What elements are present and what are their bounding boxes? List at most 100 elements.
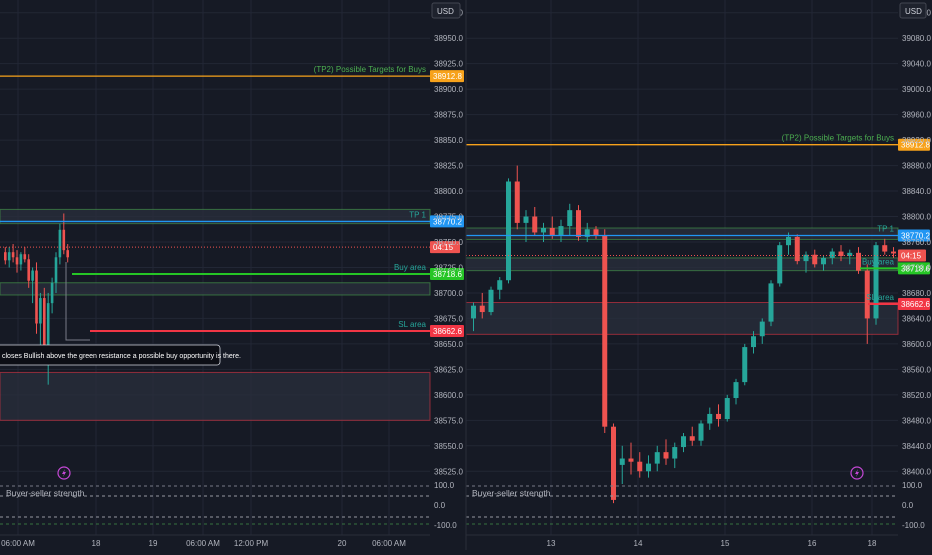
annotation-pointer xyxy=(65,262,90,341)
candle-body xyxy=(23,254,27,260)
price-tick-label: 38600.0 xyxy=(434,391,463,400)
indicator-tick-label: -100.0 xyxy=(434,521,457,530)
tp2-price-badge-text: 38912.8 xyxy=(901,141,930,150)
candle-body xyxy=(19,254,23,265)
candle-body xyxy=(733,382,739,399)
candle-body xyxy=(35,270,38,324)
tp2-label: (TP2) Possible Targets for Buys xyxy=(782,134,894,143)
candle-body xyxy=(751,336,756,348)
price-tick-label: 38825.0 xyxy=(434,162,463,171)
candle-body xyxy=(558,226,564,236)
candle-body xyxy=(707,413,713,424)
price-tick-label: 38920.0 xyxy=(902,136,931,145)
candle-body xyxy=(891,251,896,254)
time-tick-label: 20 xyxy=(338,539,347,548)
countdown-badge xyxy=(430,241,460,254)
price-tick-label: 38625.0 xyxy=(434,365,463,374)
price-tick-label: 38525.0 xyxy=(434,467,463,476)
zone-0 xyxy=(465,227,899,240)
lightning-bolt-shape xyxy=(62,469,66,477)
price-tick-label: 38775.0 xyxy=(434,213,463,222)
buy-price-badge-text: 38718.6 xyxy=(433,270,462,279)
candle-body xyxy=(7,252,11,261)
time-tick-label: 12:00 PM xyxy=(234,539,269,548)
price-tick-label: 38850.0 xyxy=(434,136,463,145)
currency-button[interactable] xyxy=(431,2,461,19)
candle-body xyxy=(532,216,538,233)
panel-right: (TP2) Possible Targets for Buys 38912.8 TP… xyxy=(465,0,931,548)
zone-2 xyxy=(0,371,431,421)
candle-body xyxy=(15,257,19,265)
candle-body xyxy=(541,227,546,233)
price-tick-label: 38560.0 xyxy=(902,365,931,374)
sl-label: SL area xyxy=(398,320,426,329)
indicator-tick-label: 100.0 xyxy=(434,481,455,490)
annotation-box xyxy=(0,344,221,366)
price-tick-label: 38900.0 xyxy=(434,85,463,94)
candle-body xyxy=(27,259,30,281)
sl-label: SL area xyxy=(866,293,894,302)
candle-body xyxy=(611,426,616,500)
candle-body xyxy=(471,305,476,319)
annotation-text: closes Bullish above the green resistanc… xyxy=(2,353,241,360)
tp2-price-badge-text: 38912.8 xyxy=(433,72,462,81)
buy-price-badge-text: 38718.6 xyxy=(901,264,930,273)
candle-body xyxy=(567,210,573,227)
buy-price-badge xyxy=(898,262,930,275)
sl-price-badge xyxy=(430,325,464,338)
candle-body xyxy=(66,250,69,258)
currency-button-label: USD xyxy=(437,7,454,16)
price-tick-label: 38875.0 xyxy=(434,111,463,120)
price-tick-label: 38880.0 xyxy=(902,162,931,171)
candle-body xyxy=(821,257,826,265)
price-tick-label: 38675.0 xyxy=(434,314,463,323)
price-tick-label: 38840.0 xyxy=(902,187,931,196)
candle-body xyxy=(497,280,503,290)
price-tick-label: 38725.0 xyxy=(434,263,463,272)
price-tick-label: 38650.0 xyxy=(434,340,463,349)
indicator-tick-label: -100.0 xyxy=(902,521,925,530)
price-tick-label: 38680.0 xyxy=(902,289,931,298)
currency-button[interactable] xyxy=(899,2,927,19)
indicator-title: Buyer-seller strength xyxy=(6,488,85,498)
tp1-price-badge-text: 38770.2 xyxy=(901,232,930,241)
indicator-title: Buyer-seller strength xyxy=(472,488,551,498)
candle-body xyxy=(46,303,50,355)
candle-body xyxy=(549,227,555,236)
price-tick-label: 38960.0 xyxy=(902,111,931,120)
indicator-tick-label: 100.0 xyxy=(902,481,923,490)
tp2-price-badge xyxy=(898,138,930,151)
candle-body xyxy=(514,181,520,223)
price-tick-label: 38575.0 xyxy=(434,416,463,425)
price-tick-label: 38700.0 xyxy=(434,289,463,298)
time-tick-label: 06:00 AM xyxy=(1,539,35,548)
candle-body xyxy=(50,282,54,304)
price-tick-label: 38800.0 xyxy=(902,213,931,222)
candle-body xyxy=(689,436,695,441)
candle-body xyxy=(864,270,870,319)
candle-body xyxy=(584,229,590,237)
price-tick-label: 38720.0 xyxy=(902,263,931,272)
price-tick-label: 38550.0 xyxy=(434,442,463,451)
countdown-badge-text: 04:15 xyxy=(433,243,454,252)
tp2-label: (TP2) Possible Targets for Buys xyxy=(314,65,426,74)
price-tick-label: 38400.0 xyxy=(902,467,931,476)
lightning-alert-icon xyxy=(57,466,71,480)
tp1-label: TP 1 xyxy=(877,225,894,234)
time-tick-label: 14 xyxy=(634,539,643,548)
candle-body xyxy=(593,229,599,236)
candle-body xyxy=(786,236,791,246)
time-tick-label: 16 xyxy=(808,539,817,548)
candle-body xyxy=(506,181,511,281)
zone-2 xyxy=(465,302,899,335)
candle-body xyxy=(873,245,879,319)
annotation-callout: closes Bullish above the green resistanc… xyxy=(0,262,241,366)
candle-body xyxy=(838,251,844,257)
price-tick-label: 38925.0 xyxy=(434,60,463,69)
candle-body xyxy=(43,298,46,355)
price-tick-label: 39040.0 xyxy=(902,60,931,69)
candle-body xyxy=(31,270,34,281)
buy-label: Buy area xyxy=(862,257,895,266)
